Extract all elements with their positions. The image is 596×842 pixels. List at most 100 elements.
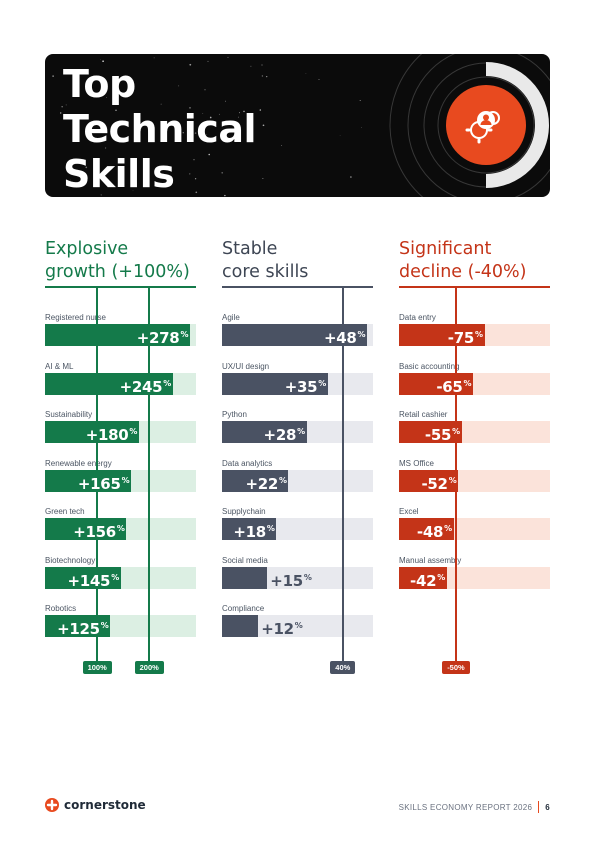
skill-label: UX/UI design — [222, 361, 270, 371]
bar-track: +156% — [45, 518, 196, 541]
brand-name: cornerstone — [64, 798, 146, 812]
explosive-growth-chart: Explosive growth (+100%) Registered nurs… — [45, 238, 196, 674]
reference-line — [342, 288, 344, 661]
bar-track: +35% — [222, 372, 373, 396]
stable-core-skills-chart: Stable core skills Agile +48% UX/UI design… — [222, 238, 373, 674]
bar-value-percent: % — [463, 378, 472, 388]
bar — [45, 518, 127, 540]
bar-value-label: +245% — [119, 373, 172, 396]
bar-value-label: -55% — [425, 421, 460, 444]
bar-value-label: +12% — [261, 615, 303, 638]
reference-line-label: 40% — [330, 661, 356, 674]
skill-label: Excel — [399, 507, 419, 516]
skill-label: Retail cashier — [399, 410, 448, 419]
bar — [399, 518, 454, 540]
bar-value-percent: % — [266, 524, 275, 533]
reference-line — [96, 288, 98, 661]
footer-meta: SKILLS ECONOMY REPORT 2026 6 — [399, 801, 550, 813]
bar-value-label: -42% — [410, 567, 445, 590]
gear-person-icon — [389, 54, 550, 197]
footer-divider — [538, 801, 540, 813]
page-number: 6 — [545, 802, 550, 812]
bar-value-label: -65% — [436, 373, 472, 396]
skill-label: Agile — [222, 313, 240, 322]
cornerstone-logo-icon — [45, 798, 59, 812]
title-line-2: Technical — [63, 107, 257, 151]
report-name: SKILLS ECONOMY REPORT 2026 — [398, 802, 533, 812]
bar-value-label: +145% — [67, 567, 120, 590]
title-line-1: Top — [63, 62, 136, 106]
bar — [222, 372, 328, 395]
bar-value-percent: % — [303, 572, 312, 582]
bar — [399, 469, 459, 492]
bar-value-label: +125% — [57, 615, 109, 638]
bar-value-label: +22% — [245, 470, 287, 493]
bar-value-percent: % — [448, 475, 457, 485]
bar-value-number: +145 — [67, 571, 111, 590]
bar-value-label: +180% — [86, 421, 138, 444]
bar-value-number: +15 — [270, 571, 303, 590]
bar-value-percent: % — [357, 330, 366, 339]
hero-banner: Top Technical Skills — [45, 54, 550, 197]
bar-value-percent: % — [297, 427, 305, 436]
skill-label: MS Office — [399, 458, 434, 468]
bar — [45, 372, 173, 395]
reference-line-label: 100% — [82, 661, 112, 674]
bar — [222, 324, 367, 346]
column-rule — [222, 286, 373, 288]
column-rule — [45, 286, 196, 288]
bar-value-percent: % — [129, 427, 138, 436]
bar — [222, 469, 289, 492]
bar-value-number: +12 — [261, 620, 294, 638]
bar-value-percent: % — [444, 524, 452, 533]
bar-value-percent: % — [452, 427, 460, 436]
brand-logo: cornerstone — [45, 797, 146, 813]
bar-value-number: +35 — [284, 377, 318, 396]
bar-track: +12% — [222, 615, 373, 638]
bar-value-number: +245 — [119, 377, 163, 396]
bar — [399, 421, 462, 443]
bar-value-number: -75 — [447, 329, 475, 347]
bar-value-number: -48 — [416, 523, 444, 541]
skill-label: Robotics — [45, 604, 77, 613]
bar-track: +22% — [222, 469, 373, 493]
bar-value-label: +48% — [323, 324, 366, 347]
bar-value-percent: % — [294, 621, 303, 630]
bar — [399, 566, 448, 589]
bar-value-percent: % — [163, 378, 171, 388]
skill-label: Supplychain — [222, 507, 266, 516]
bar — [45, 566, 121, 589]
bar-value-number: +278 — [136, 329, 180, 347]
bar-track: +278% — [45, 324, 196, 347]
bar-track: +165% — [45, 469, 196, 493]
bar-value-label: +165% — [77, 470, 130, 493]
bar-track: -48% — [399, 518, 550, 541]
bar-value-percent: % — [111, 572, 119, 582]
significant-decline-chart: Significant decline (-40%) Data entry -75… — [399, 238, 550, 674]
bar-value-percent: % — [278, 475, 287, 485]
skill-label: Sustainability — [45, 410, 93, 419]
bar-track: +125% — [45, 615, 196, 638]
column-heading: Significant decline (-40%) — [399, 239, 527, 282]
bar-track: -75% — [399, 324, 550, 347]
bar-value-percent: % — [318, 378, 326, 388]
reference-line-label: 200% — [134, 661, 164, 674]
skill-label: Biotechnology — [45, 555, 96, 565]
bar-track: -52% — [399, 469, 550, 493]
skill-label: Renewable energy — [45, 458, 112, 468]
bar-value-percent: % — [100, 621, 109, 630]
reference-line — [148, 288, 150, 661]
skill-label: Green tech — [45, 507, 85, 516]
bar-value-percent: % — [121, 475, 130, 485]
bar — [399, 324, 485, 346]
skill-label: Data entry — [399, 313, 436, 322]
bar-value-number: +48 — [323, 329, 357, 347]
bar-value-label: +28% — [264, 421, 306, 444]
bar-track: +28% — [222, 421, 373, 444]
bar-value-number: +165 — [77, 474, 121, 493]
bar-track: +180% — [45, 421, 196, 444]
skill-label: Registered nurse — [45, 313, 106, 322]
bar — [45, 421, 139, 443]
bar-value-label: -52% — [421, 470, 457, 493]
bar — [222, 518, 277, 540]
